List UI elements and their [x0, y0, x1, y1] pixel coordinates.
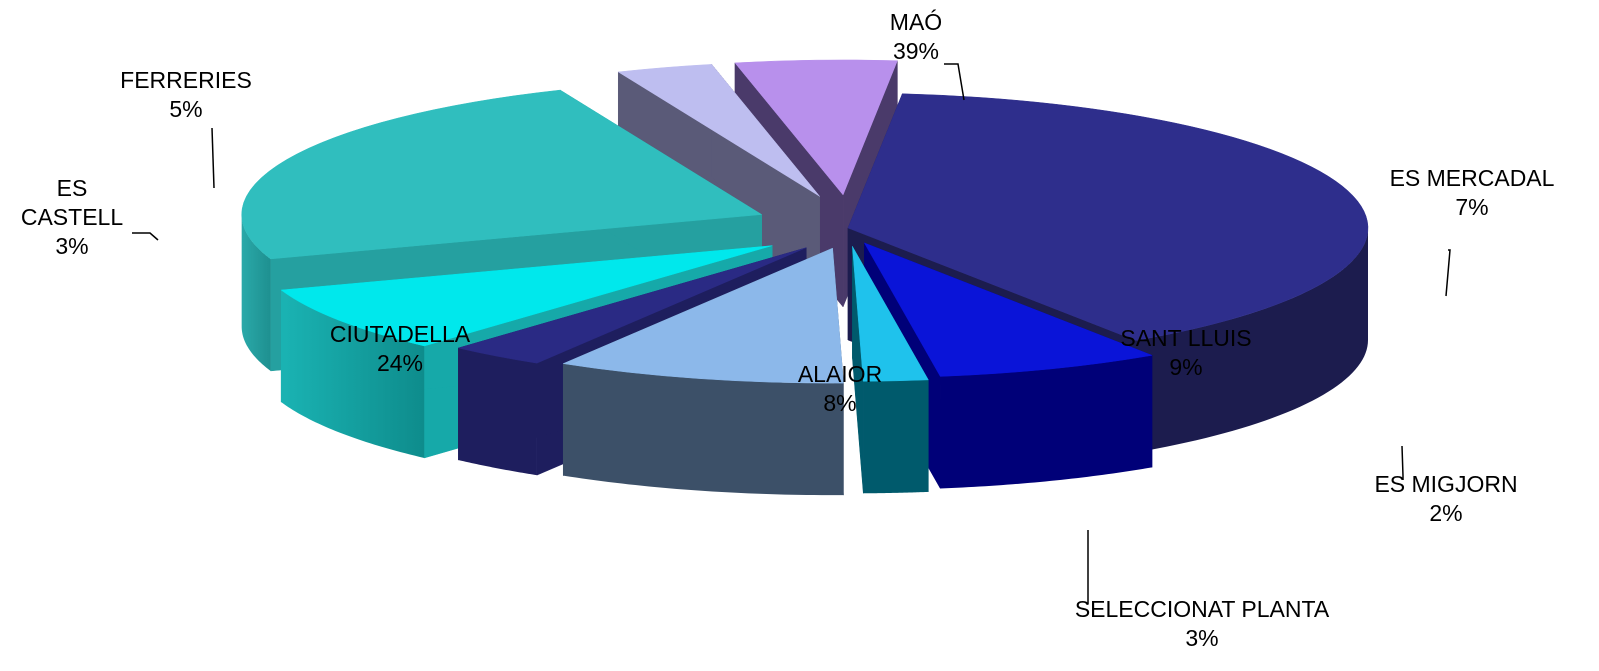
slice-name-label-es-migjorn: ES MIGJORN	[1374, 471, 1517, 497]
slice-top-es-mercadal	[863, 242, 1153, 377]
slice-rim-sant-lluis	[563, 363, 844, 496]
slice-rim-mao	[1135, 228, 1368, 453]
slice-percent-label-es-castell: 3%	[55, 233, 88, 259]
slice-percent-label-ferreries: 5%	[169, 96, 202, 122]
slice-name-label-es-castell: ES	[57, 175, 88, 201]
slice-rim-es-mercadal	[940, 355, 1153, 489]
slice-percent-label-seleccionat-planta: 3%	[1185, 625, 1218, 651]
slice-top-ferreries	[734, 59, 898, 196]
slice-name-label-sant-lluis: SANT LLUIS	[1120, 325, 1251, 351]
slice-top-es-castell	[617, 64, 820, 197]
slice-percent-label-alaior: 8%	[823, 390, 856, 416]
leader-line-mao	[944, 63, 965, 101]
leader-line-ferreries	[211, 127, 215, 189]
slice-top-mao	[847, 93, 1369, 341]
slice-rim-ciutadella	[241, 214, 271, 371]
leader-line-es-mercadal	[1445, 249, 1451, 297]
slice-top-es-migjorn	[852, 246, 929, 382]
slice-top-seleccionat-planta	[457, 247, 807, 364]
slice-es-migjorn	[852, 245, 929, 494]
slice-name-label-ciutadella: CIUTADELLA	[330, 321, 471, 347]
slice-top-ciutadella	[241, 89, 763, 260]
slice-top-alaior	[280, 245, 773, 347]
slice-rim-seleccionat-planta	[458, 348, 537, 476]
slice-name-label-es-castell: CASTELL	[21, 204, 123, 230]
slice-name-label-alaior: ALAIOR	[798, 361, 882, 387]
slice-sant-lluis	[562, 247, 844, 496]
slice-percent-label-sant-lluis: 9%	[1169, 354, 1202, 380]
slice-rim-alaior	[281, 290, 425, 458]
slice-percent-label-mao: 39%	[893, 38, 939, 64]
slice-name-label-es-mercadal: ES MERCADAL	[1390, 165, 1555, 191]
slice-percent-label-ciutadella: 24%	[377, 350, 423, 376]
slice-percent-label-es-migjorn: 2%	[1429, 500, 1462, 526]
slice-top-sant-lluis	[562, 247, 844, 384]
slice-name-label-seleccionat-planta: SELECCIONAT PLANTA	[1075, 596, 1330, 622]
slice-name-label-mao: MAÓ	[890, 9, 942, 35]
slice-rim-es-migjorn	[863, 379, 929, 494]
leader-line-es-castell	[132, 232, 159, 241]
slice-percent-label-es-mercadal: 7%	[1455, 194, 1488, 220]
leader-line-es-migjorn	[1401, 445, 1404, 480]
slice-name-label-ferreries: FERRERIES	[120, 67, 252, 93]
